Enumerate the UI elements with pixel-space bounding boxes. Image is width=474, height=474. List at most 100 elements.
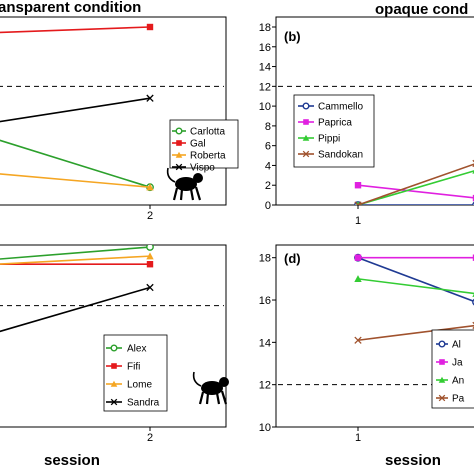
y-tick-label: 10 xyxy=(259,101,271,113)
data-point xyxy=(146,183,154,191)
data-point xyxy=(439,359,445,365)
data-point xyxy=(302,150,310,158)
legend: Al Ja An Pa xyxy=(431,329,474,409)
legend-label: Fifi xyxy=(127,362,140,373)
series-line-gal xyxy=(0,26,151,34)
right-x-axis-label: session xyxy=(385,452,441,469)
monkey-icon xyxy=(192,371,229,405)
series-line-vispo xyxy=(0,97,151,123)
right-column-title: opaque cond xyxy=(375,1,468,18)
legend-label: Vispo xyxy=(190,163,215,174)
data-point xyxy=(110,344,118,352)
y-tick-label: 16 xyxy=(259,295,271,307)
chart-panel-d: 10 12 14 16 18 1 (d) Al Ja An Pa xyxy=(259,244,474,444)
y-tick-label: 18 xyxy=(259,22,271,34)
series-line-lome xyxy=(0,255,151,265)
monkey-tail xyxy=(166,167,176,183)
y-tick-label: 0 xyxy=(265,200,271,212)
data-point xyxy=(110,380,118,387)
monkey-body xyxy=(201,381,223,395)
legend-label: Roberta xyxy=(190,151,226,162)
y-tick-label: 16 xyxy=(259,42,271,54)
legend-label: Sandra xyxy=(127,398,160,409)
legend-label: Pa xyxy=(452,394,465,405)
data-point xyxy=(176,140,182,146)
y-tick-label: 12 xyxy=(259,81,271,93)
series-group xyxy=(0,23,154,192)
data-point xyxy=(472,194,474,202)
data-point xyxy=(472,254,474,261)
x-tick-label: 1 xyxy=(355,432,361,444)
chart-panel-c: 2 Alex Fifi Lome Sandra xyxy=(0,244,229,444)
y-tick-label: 14 xyxy=(259,62,271,74)
y-tick-label: 8 xyxy=(265,121,271,133)
y-tick-label: 14 xyxy=(259,337,271,349)
data-point xyxy=(438,376,446,383)
y-tick-label: 6 xyxy=(265,141,271,153)
series-line-al xyxy=(357,256,474,303)
data-point xyxy=(438,340,446,348)
monkey-legs xyxy=(198,390,228,405)
series-line-carlotta xyxy=(0,139,151,188)
series-line-alex xyxy=(0,246,151,260)
legend-label: Paprica xyxy=(318,118,352,129)
legend-label: Al xyxy=(452,340,461,351)
series-line-pippi xyxy=(357,170,474,205)
y-tick-label: 10 xyxy=(259,422,271,434)
monkey-legs xyxy=(172,186,202,201)
legend: Cammello Paprica Pippi Sandokan xyxy=(293,94,375,168)
data-point xyxy=(146,94,154,102)
y-tick-label: 4 xyxy=(265,160,271,172)
series-group xyxy=(354,159,474,205)
legend: Alex Fifi Lome Sandra xyxy=(103,334,168,412)
monkey-icon xyxy=(166,167,203,201)
data-point xyxy=(302,102,310,110)
data-point xyxy=(146,245,154,251)
data-point xyxy=(354,254,362,261)
data-point xyxy=(175,151,183,158)
data-point xyxy=(354,336,362,344)
data-point xyxy=(354,201,362,205)
panel-label: (d) xyxy=(284,251,301,266)
chart-panels: 2CarlottaGalRobertaVispo0246810121416181… xyxy=(0,16,474,444)
y-tick-label: 2 xyxy=(265,180,271,192)
monkey-body xyxy=(175,177,197,191)
legend-label: Alex xyxy=(127,344,146,355)
panel-label: (b) xyxy=(284,29,301,44)
series-line-an xyxy=(357,278,474,295)
data-point xyxy=(111,363,117,369)
y-tick-label: 18 xyxy=(259,253,271,265)
series-group xyxy=(0,245,154,333)
y-tick-label: 12 xyxy=(259,380,271,392)
data-point xyxy=(146,23,154,31)
legend-label: Carlotta xyxy=(190,127,225,138)
data-point xyxy=(110,398,118,406)
legend-label: An xyxy=(452,376,464,387)
chart-panel-b: 0 2 4 6 8 10 12 14 16 18 1 (b) Cammello Paprica Pippi S… xyxy=(259,16,474,227)
legend-label: Lome xyxy=(127,380,152,391)
monkey-tail xyxy=(192,371,202,387)
left-x-axis-label: session xyxy=(44,452,100,469)
monkey-head xyxy=(219,377,229,387)
x-tick-label: 1 xyxy=(355,215,361,227)
legend-label: Ja xyxy=(452,358,463,369)
data-point xyxy=(302,134,310,141)
x-tick-label: 2 xyxy=(147,210,153,222)
legend-label: Cammello xyxy=(318,102,363,113)
plot-frame xyxy=(0,16,227,206)
series-line-paprica xyxy=(357,184,474,199)
data-point xyxy=(354,182,362,189)
legend-label: Gal xyxy=(190,139,206,150)
legend-label: Pippi xyxy=(318,134,340,145)
monkey-head xyxy=(193,173,203,183)
data-point xyxy=(303,119,309,125)
data-point xyxy=(146,283,154,292)
legend-label: Sandokan xyxy=(318,150,363,161)
data-point xyxy=(146,261,154,268)
x-tick-label: 2 xyxy=(147,432,153,444)
data-point xyxy=(438,394,446,402)
data-point xyxy=(354,275,362,283)
